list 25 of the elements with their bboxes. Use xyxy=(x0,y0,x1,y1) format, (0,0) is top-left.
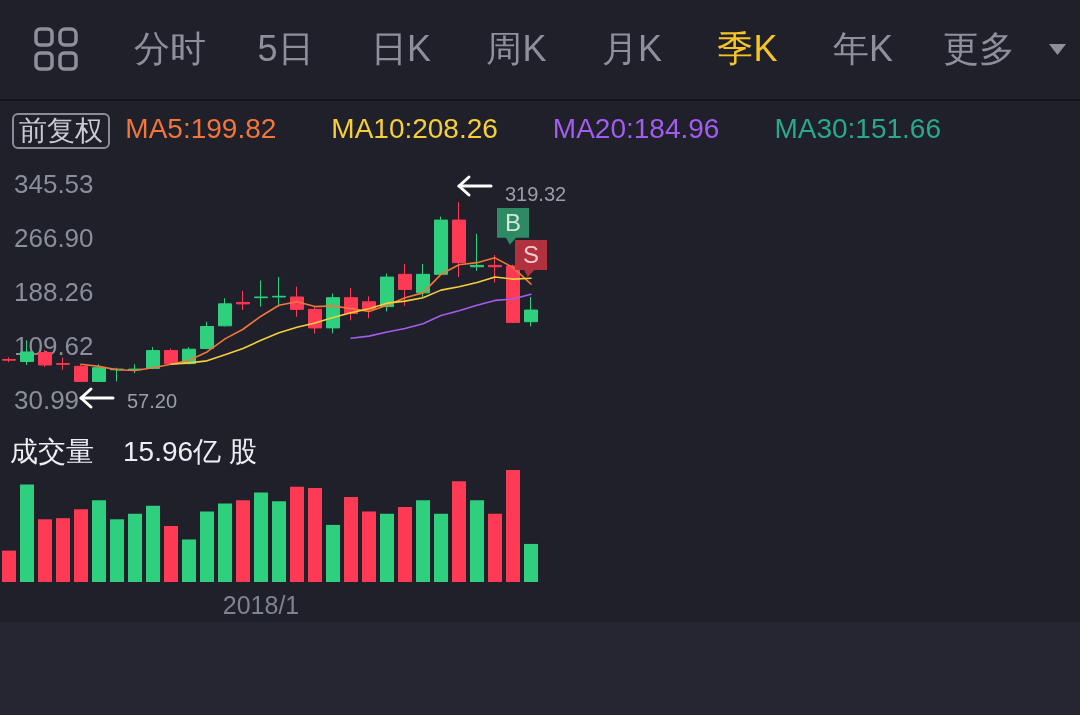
annotation: 57.20 xyxy=(127,390,178,412)
text: MA20:184.96 xyxy=(552,112,720,144)
text: 季K xyxy=(717,27,778,71)
letter-badge: S xyxy=(515,240,547,277)
y-tick-label: 30.99 xyxy=(14,385,80,415)
legend-label: MA30:151.66 xyxy=(774,112,942,144)
price-adjust-button: 前复权 xyxy=(12,113,110,149)
annotation: 319.32 xyxy=(505,183,567,205)
chart-subtitle: 15.96亿 股 xyxy=(123,435,257,467)
text: 5日 xyxy=(257,27,314,71)
text: 更多 xyxy=(942,27,1015,71)
y-tick-label: 266.90 xyxy=(14,223,94,253)
y-tick-label: 188.26 xyxy=(14,277,94,307)
x-tick-label: 2018/1 xyxy=(222,590,300,619)
text: 月K xyxy=(601,27,663,71)
text: MA5:199.82 xyxy=(125,112,277,144)
y-tick-label: 345.53 xyxy=(14,169,94,199)
annotation: B xyxy=(504,208,521,236)
text: MA10:208.26 xyxy=(331,112,498,144)
letter-badge: B xyxy=(497,207,529,245)
text: 日K xyxy=(370,27,432,71)
chart-title: 成交量 xyxy=(10,435,94,467)
text: 周K xyxy=(486,27,547,71)
text: 年K xyxy=(832,27,894,71)
text: 分时 xyxy=(134,27,206,71)
